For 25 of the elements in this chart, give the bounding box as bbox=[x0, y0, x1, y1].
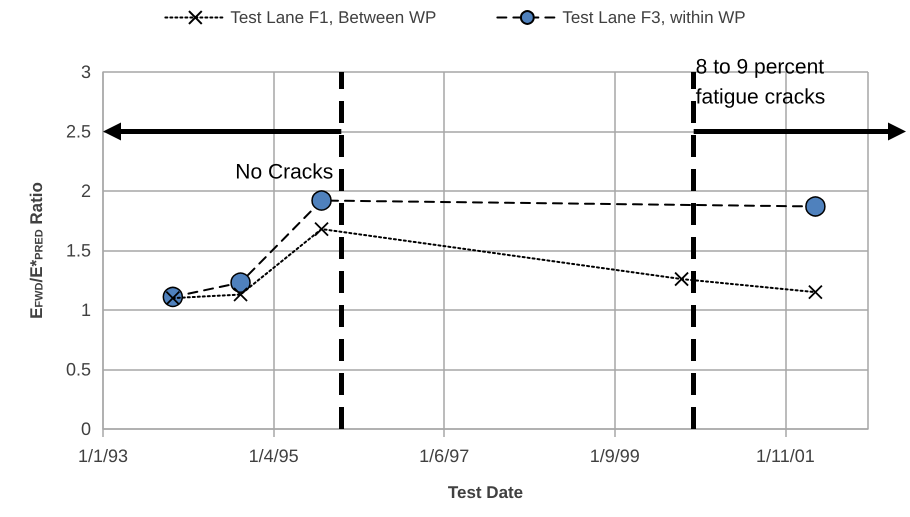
x-tick-label: 1/6/97 bbox=[419, 446, 470, 466]
y-axis-title: EFWD/E*PRED Ratio bbox=[27, 182, 46, 319]
y-tick-label: 2.5 bbox=[66, 122, 91, 142]
y-tick-label: 0 bbox=[80, 419, 91, 439]
point bbox=[808, 284, 823, 300]
legend-label: Test Lane F3, within WP bbox=[562, 8, 746, 27]
y-tick-label: 1.5 bbox=[66, 240, 91, 260]
y-tick-label: 1 bbox=[80, 300, 91, 320]
x-axis-title: Test Date bbox=[448, 483, 524, 502]
x-tick-label: 1/1/93 bbox=[78, 446, 128, 466]
y-tick-label: 2 bbox=[80, 181, 91, 201]
point bbox=[314, 222, 329, 236]
annotation: No Cracks bbox=[235, 160, 334, 184]
x-tick-label: 1/9/99 bbox=[590, 446, 640, 466]
point bbox=[233, 287, 248, 302]
annotation: 8 to 9 percent fatigue cracks bbox=[696, 56, 830, 108]
legend-label: Test Lane F1, Between WP bbox=[230, 8, 436, 27]
point bbox=[311, 190, 332, 211]
point bbox=[230, 272, 251, 293]
point bbox=[674, 272, 689, 286]
point bbox=[805, 196, 826, 217]
x-tick-label: 1/4/95 bbox=[248, 446, 299, 466]
y-tick-label: 0.5 bbox=[66, 360, 91, 380]
x-tick-label: 1/11/01 bbox=[756, 446, 815, 466]
y-tick-label: 3 bbox=[80, 62, 91, 82]
